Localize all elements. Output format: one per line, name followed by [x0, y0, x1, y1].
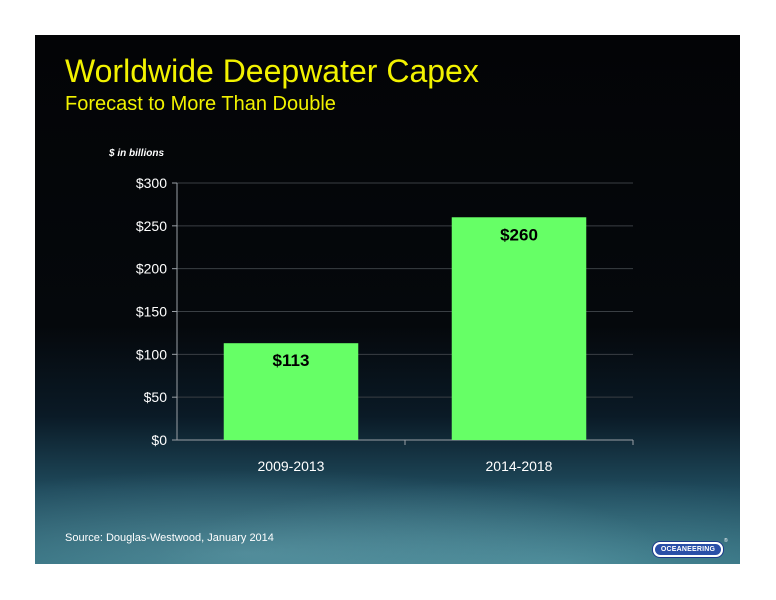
bar-value-label: $113	[273, 351, 310, 370]
bar-chart: $0 $50 $100 $150 $200 $250 $300 $113 2009-2013 $2…	[136, 175, 634, 474]
oceaneering-logo: OCEANEERING	[652, 541, 724, 558]
y-tick-label: $200	[136, 261, 167, 277]
slide-background: Worldwide Deepwater Capex Forecast to Mo…	[35, 35, 740, 564]
unit-label: $ in billions	[109, 148, 165, 159]
logo-text: OCEANEERING	[655, 544, 721, 555]
y-tick-label: $150	[136, 304, 167, 320]
bar-2014-2018	[451, 217, 587, 440]
bar-value-label: $260	[500, 225, 538, 244]
registered-mark: ®	[724, 538, 728, 544]
y-tick-label: $100	[136, 346, 167, 362]
x-tick-label: 2014-2018	[486, 458, 553, 474]
y-tick-label: $250	[136, 218, 167, 234]
y-tick-label: $300	[136, 175, 167, 191]
bar-2009-2013	[223, 343, 359, 440]
slide-subtitle: Forecast to More Than Double	[65, 93, 336, 115]
seafloor-background	[35, 454, 740, 564]
source-note: Source: Douglas-Westwood, January 2014	[65, 532, 274, 544]
x-tick-label: 2009-2013	[258, 458, 325, 474]
y-tick-label: $50	[144, 389, 168, 405]
slide-title: Worldwide Deepwater Capex	[65, 53, 479, 89]
y-tick-label: $0	[151, 432, 167, 448]
